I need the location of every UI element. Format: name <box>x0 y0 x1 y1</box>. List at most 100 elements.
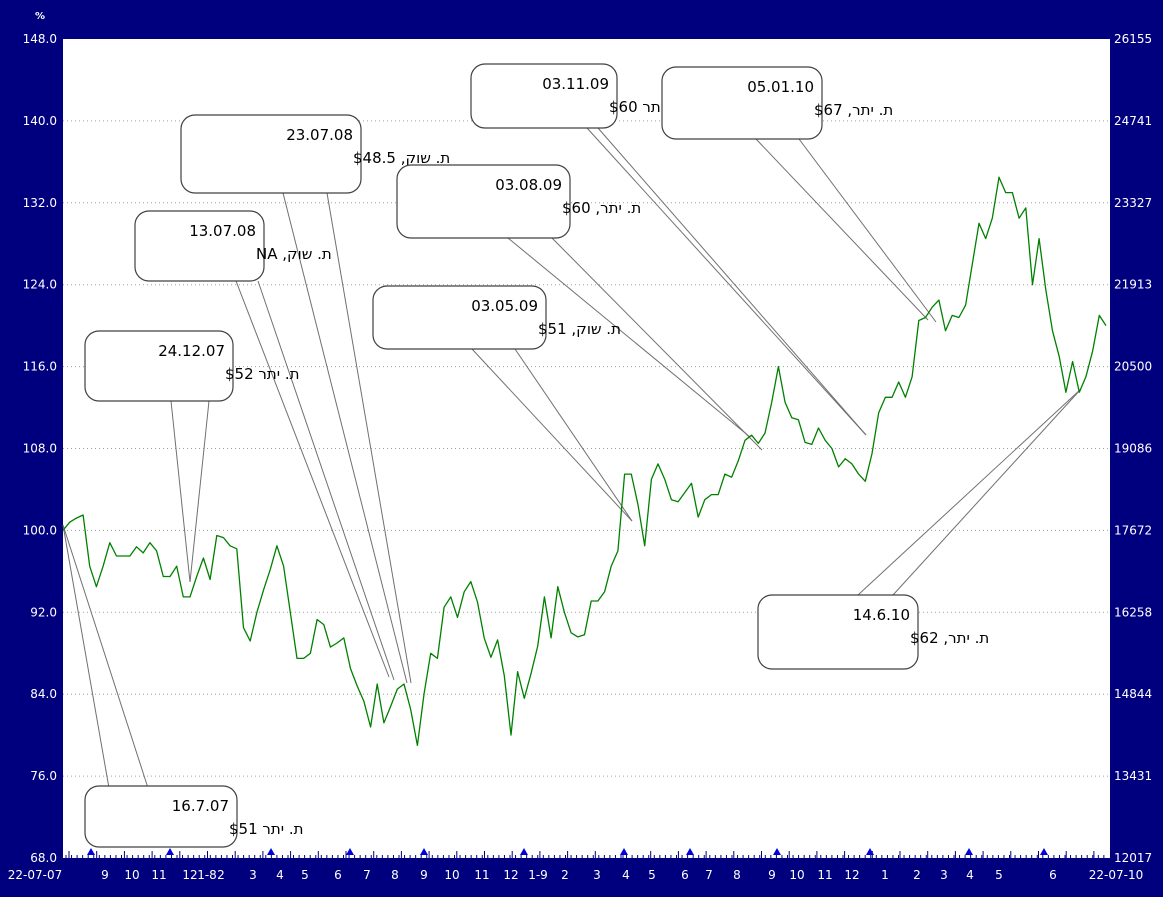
y-tick-label-right: 14844 <box>1114 687 1152 701</box>
callout-16.7.07: 16.7.07ת. יתר $51 <box>84 785 303 848</box>
right-axis-ticks: 26155 24741 23327 21913 20500 19086 17672 16258… <box>1114 32 1152 865</box>
event-marker <box>166 848 174 855</box>
y-tick-label-right: 20500 <box>1114 360 1152 374</box>
y-tick-label-left: 68.0 <box>30 851 57 865</box>
callout-note: ת. יתר $52 <box>225 365 299 383</box>
y-tick-label-left: 92.0 <box>30 605 57 619</box>
callout-box <box>134 210 265 282</box>
x-tick-label: 3 <box>940 868 948 882</box>
x-tick-label: 2 <box>913 868 921 882</box>
callout-note: ת. יתר, $67 <box>814 101 893 119</box>
series-points <box>62 177 1107 746</box>
y-tick-label-left: 124.0 <box>23 278 57 292</box>
y-tick-label-left: 116.0 <box>23 360 57 374</box>
x-tick-label: 2 <box>217 868 225 882</box>
callout-leader <box>551 237 763 451</box>
y-tick-label-left: 76.0 <box>30 769 57 783</box>
x-tick-label: 7 <box>363 868 371 882</box>
callout-note: ת. יתר $51 <box>229 820 303 838</box>
callout-date: 03.05.09 <box>471 297 538 315</box>
left-axis-ticks: 148.0 140.0 132.0 124.0 116.0 108.0 100.0 92.0 8… <box>23 32 57 865</box>
y-tick-label-right: 19086 <box>1114 442 1152 456</box>
callout-note: ת. יתר, $62 <box>910 629 989 647</box>
y-tick-label-left: 132.0 <box>23 196 57 210</box>
x-tick-label: 1-9 <box>528 868 548 882</box>
y-tick-label-right: 17672 <box>1114 523 1152 537</box>
x-tick-label: 10 <box>789 868 804 882</box>
x-tick-label: 11 <box>151 868 166 882</box>
x-tick-label: 9 <box>420 868 428 882</box>
callout-leader <box>326 192 412 684</box>
y-tick-label-left: 84.0 <box>30 687 57 701</box>
callout-date: 24.12.07 <box>158 342 225 360</box>
callout-leader <box>282 192 408 684</box>
callout-23.07.08: 23.07.08ת. שוק, $48.5 <box>180 114 450 194</box>
callout-box <box>757 594 919 670</box>
x-tick-label: 4 <box>276 868 284 882</box>
callouts: 16.7.07ת. יתר $51 24.12.07ת. יתר $52 13.07… <box>84 63 989 848</box>
callout-box <box>396 164 571 239</box>
callout-leader <box>62 524 149 789</box>
event-markers <box>87 848 1048 855</box>
callout-leader <box>755 138 929 321</box>
event-marker <box>1040 848 1048 855</box>
x-tick-label: 7 <box>705 868 713 882</box>
x-tick-label: 5 <box>648 868 656 882</box>
event-marker <box>520 848 528 855</box>
callout-leader <box>507 237 751 438</box>
x-tick-label: 1 <box>881 868 889 882</box>
event-marker <box>965 848 973 855</box>
y-tick-label-right: 24741 <box>1114 114 1152 128</box>
y-tick-label-left: 140.0 <box>23 114 57 128</box>
callout-box <box>180 114 362 194</box>
x-tick-label: 22-07-07 <box>8 868 62 882</box>
event-marker <box>620 848 628 855</box>
event-marker <box>686 848 694 855</box>
callout-03.05.09: 03.05.09ת. שוק, $51 <box>372 285 621 350</box>
callout-leader <box>170 400 191 583</box>
y-tick-label-right: 26155 <box>1114 32 1152 46</box>
x-tick-label: 8 <box>733 868 741 882</box>
x-tick-label: 6 <box>681 868 689 882</box>
grid <box>63 120 1110 858</box>
callout-leader <box>62 524 110 789</box>
callout-date: 03.08.09 <box>495 176 562 194</box>
y-tick-label-right: 23327 <box>1114 196 1152 210</box>
callout-leader <box>798 138 937 323</box>
callout-05.01.10: 05.01.10ת. יתר, $67 <box>661 66 893 140</box>
callout-14.6.10: 14.6.10ת. יתר, $62 <box>757 594 989 670</box>
callout-03.08.09: 03.08.09ת. יתר, $60 <box>396 164 641 239</box>
x-tick-label: 10 <box>444 868 459 882</box>
callout-leader <box>514 348 633 522</box>
x-tick-label: 4 <box>622 868 630 882</box>
x-axis-ticks: 22-07-07 9 10 11 12 1-8 2 3 4 5 6 7 8 9 10 11 12 1-9 2 3 4 5 6… <box>8 868 1143 882</box>
y-tick-label-right: 21913 <box>1114 278 1152 292</box>
x-tick-label: 11 <box>474 868 489 882</box>
x-tick-label: 2 <box>561 868 569 882</box>
x-tick-label: 5 <box>301 868 309 882</box>
event-marker <box>773 848 781 855</box>
x-tick-label: 9 <box>101 868 109 882</box>
left-axis-unit: % <box>35 11 45 22</box>
callout-leader <box>597 127 867 436</box>
x-tick-label: 1-8 <box>197 868 217 882</box>
y-tick-label-left: 148.0 <box>23 32 57 46</box>
x-tick-label: 22-07-10 <box>1089 868 1143 882</box>
callout-note: ת. שוק, $51 <box>538 320 621 338</box>
callout-date: 14.6.10 <box>853 606 910 624</box>
callout-leader <box>586 127 867 436</box>
callout-leader <box>235 280 390 678</box>
x-tick-label: 6 <box>1049 868 1057 882</box>
event-marker <box>267 848 275 855</box>
callout-date: 23.07.08 <box>286 126 353 144</box>
x-tick-label: 11 <box>817 868 832 882</box>
y-tick-label-left: 108.0 <box>23 442 57 456</box>
y-tick-label-right: 13431 <box>1114 769 1152 783</box>
event-marker <box>87 848 95 855</box>
callout-note: ת. שוק, NA <box>256 245 332 263</box>
x-tick-label: 10 <box>124 868 139 882</box>
callout-note: ת. שוק, $48.5 <box>353 149 450 167</box>
callout-date: 13.07.08 <box>189 222 256 240</box>
x-tick-label: 3 <box>593 868 601 882</box>
